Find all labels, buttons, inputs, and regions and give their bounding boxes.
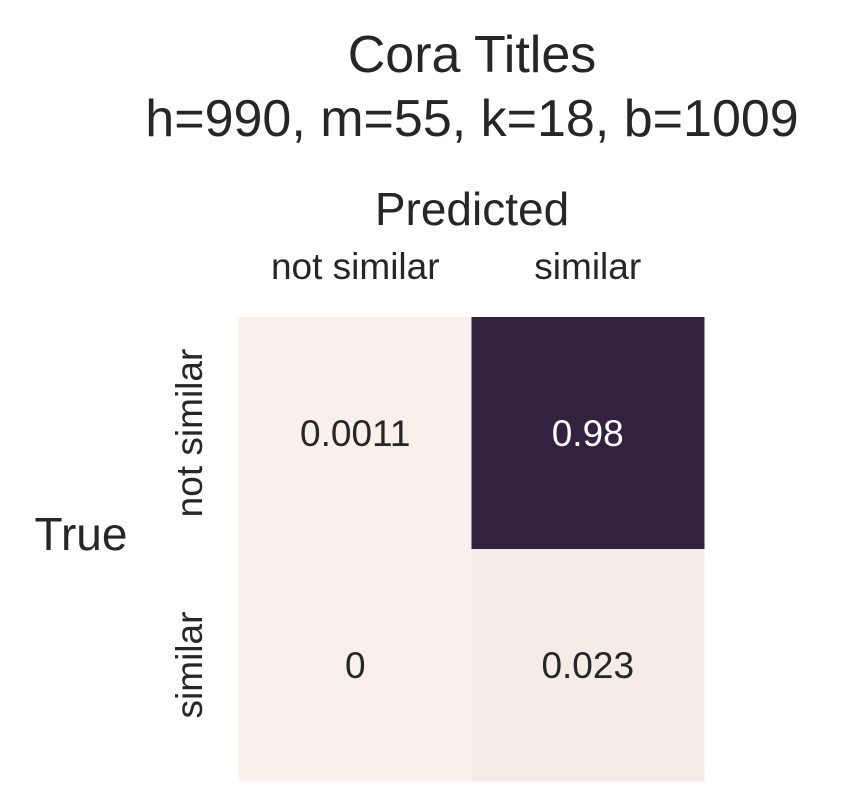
y-tick-labels: not similar similar xyxy=(169,349,210,719)
cell-value-label-r1-c0: 0 xyxy=(345,645,366,686)
y-tick-label-1: similar xyxy=(169,612,210,719)
cell-value-label-r0-c1: 0.98 xyxy=(552,413,624,454)
y-tick-label-0: not similar xyxy=(169,349,210,518)
heatmap-cell-r0-c0 xyxy=(239,317,472,550)
chart-title-line-1: Cora Titles xyxy=(348,26,597,84)
cell-value-label-r1-c1: 0.023 xyxy=(541,645,634,686)
heatmap-cell-r0-c1 xyxy=(471,317,705,550)
cell-value-label-r0-c0: 0.0011 xyxy=(300,413,410,454)
y-axis-label: True xyxy=(35,508,128,560)
chart-title-line-2: h=990, m=55, k=18, b=1009 xyxy=(145,90,798,148)
x-tick-label-1: similar xyxy=(534,246,641,287)
heatmap-cells xyxy=(239,317,705,782)
x-axis-label: Predicted xyxy=(375,183,569,235)
heatmap-cell-r1-c1 xyxy=(471,549,705,782)
x-tick-labels: not similar similar xyxy=(271,246,641,287)
heatmap-cell-r1-c0 xyxy=(239,549,472,782)
x-tick-label-0: not similar xyxy=(271,246,440,287)
heatmap-cell-labels: 0.0011 0.98 0 0.023 xyxy=(300,413,634,686)
